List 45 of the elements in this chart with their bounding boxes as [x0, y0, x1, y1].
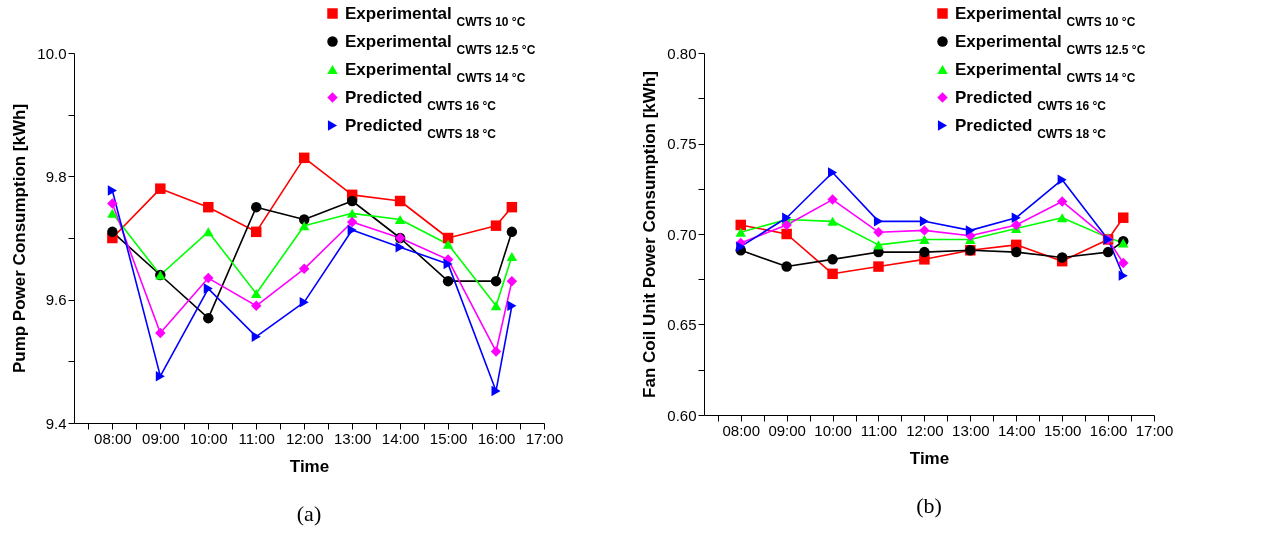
legend-label: Predicted $_{CWTS 16 °C}$ [955, 87, 1107, 113]
y-tick-label: 0.65 [667, 316, 697, 333]
x-tick-label: 09:00 [768, 421, 806, 439]
x-tick-label: 17:00 [525, 429, 564, 447]
legend-label: Predicted $_{CWTS 18 °C}$ [955, 115, 1107, 141]
x-tick-label: 15:00 [1043, 421, 1082, 439]
legend-label: Predicted $_{CWTS 16 °C}$ [345, 87, 497, 113]
y-tick-label: 9.4 [45, 414, 67, 432]
text: (a) [296, 501, 322, 526]
x-tick-label: 16:00 [1089, 421, 1128, 439]
x-tick-label: 16:00 [477, 429, 516, 447]
y-tick-label: 9.8 [45, 167, 67, 185]
y-tick-label: 0.80 [667, 44, 697, 62]
x-tick-label: 14:00 [381, 429, 420, 447]
legend-label: Experimental $_{CWTS 14 °C}$ [345, 59, 526, 85]
x-tick-label: 12:00 [285, 429, 324, 447]
x-tick-label: 08:00 [94, 429, 132, 447]
x-tick-label: 13:00 [952, 421, 990, 439]
legend-label: Predicted $_{CWTS 18 °C}$ [345, 115, 497, 141]
y-tick-label: 10.0 [37, 44, 67, 62]
legend-label: Experimental $_{CWTS 12.5 °C}$ [345, 31, 536, 57]
x-tick-label: 10:00 [190, 429, 228, 447]
y-tick-label: 0.70 [667, 225, 697, 243]
x-tick-label: 17:00 [1135, 421, 1174, 439]
legend-label: Experimental $_{CWTS 14 °C}$ [955, 59, 1136, 85]
x-tick-label: 13:00 [333, 429, 372, 447]
x-tick-label: 10:00 [814, 421, 852, 439]
y-tick-label: 0.75 [667, 135, 697, 152]
x-tick-label: 09:00 [142, 429, 180, 447]
legend-label: Experimental $_{CWTS 10 °C}$ [955, 3, 1136, 29]
x-tick-label: 15:00 [429, 429, 468, 447]
legend-label: Experimental $_{CWTS 10 °C}$ [345, 3, 526, 29]
text: (b) [916, 493, 942, 518]
legend-label: Experimental $_{CWTS 12.5 °C}$ [955, 31, 1146, 57]
x-tick-label: 11:00 [238, 429, 275, 447]
x-axis-title: Time [909, 448, 950, 468]
x-tick-label: 08:00 [722, 421, 761, 439]
x-tick-label: 12:00 [906, 421, 944, 439]
x-tick-label: 14:00 [997, 421, 1036, 439]
y-axis-title: Pump Power Consumption [kWh] [10, 103, 30, 374]
x-axis-title: Time [289, 456, 330, 476]
x-tick-label: 11:00 [860, 421, 898, 439]
y-tick-label: 0.60 [667, 406, 697, 424]
y-axis-title: Fan Coil Unit Power Consumption [kWh] [640, 71, 660, 398]
y-tick-label: 9.6 [45, 291, 67, 309]
